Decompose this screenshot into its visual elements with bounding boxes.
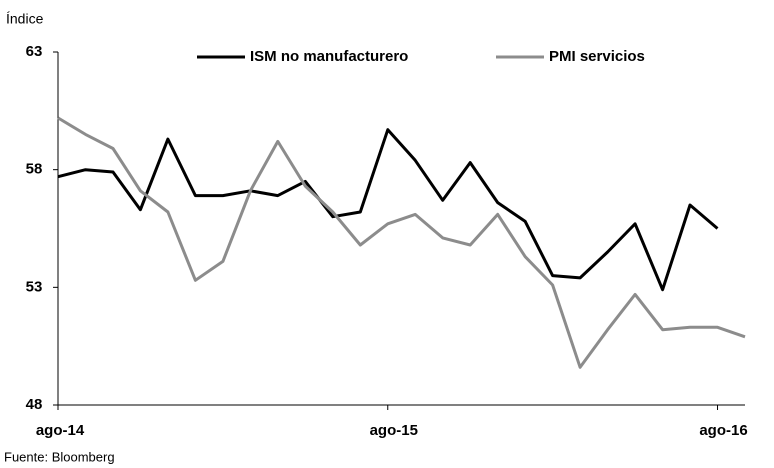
y-tick-label: 58: [26, 161, 43, 178]
y-tick-label: 63: [26, 43, 43, 60]
x-tick-label: ago-14: [36, 422, 85, 439]
y-tick-label: 53: [26, 278, 43, 295]
y-tick-label: 48: [26, 396, 43, 413]
x-tick-label: ago-16: [699, 422, 747, 439]
y-axis-label: Índice: [6, 11, 44, 27]
source: Fuente: Bloomberg: [4, 449, 115, 464]
legend-label: ISM no manufacturero: [250, 48, 408, 65]
series-line: [57, 128, 719, 292]
legend-label: PMI servicios: [549, 48, 645, 65]
x-tick-label: ago-15: [370, 422, 418, 439]
series-line: [57, 116, 746, 369]
